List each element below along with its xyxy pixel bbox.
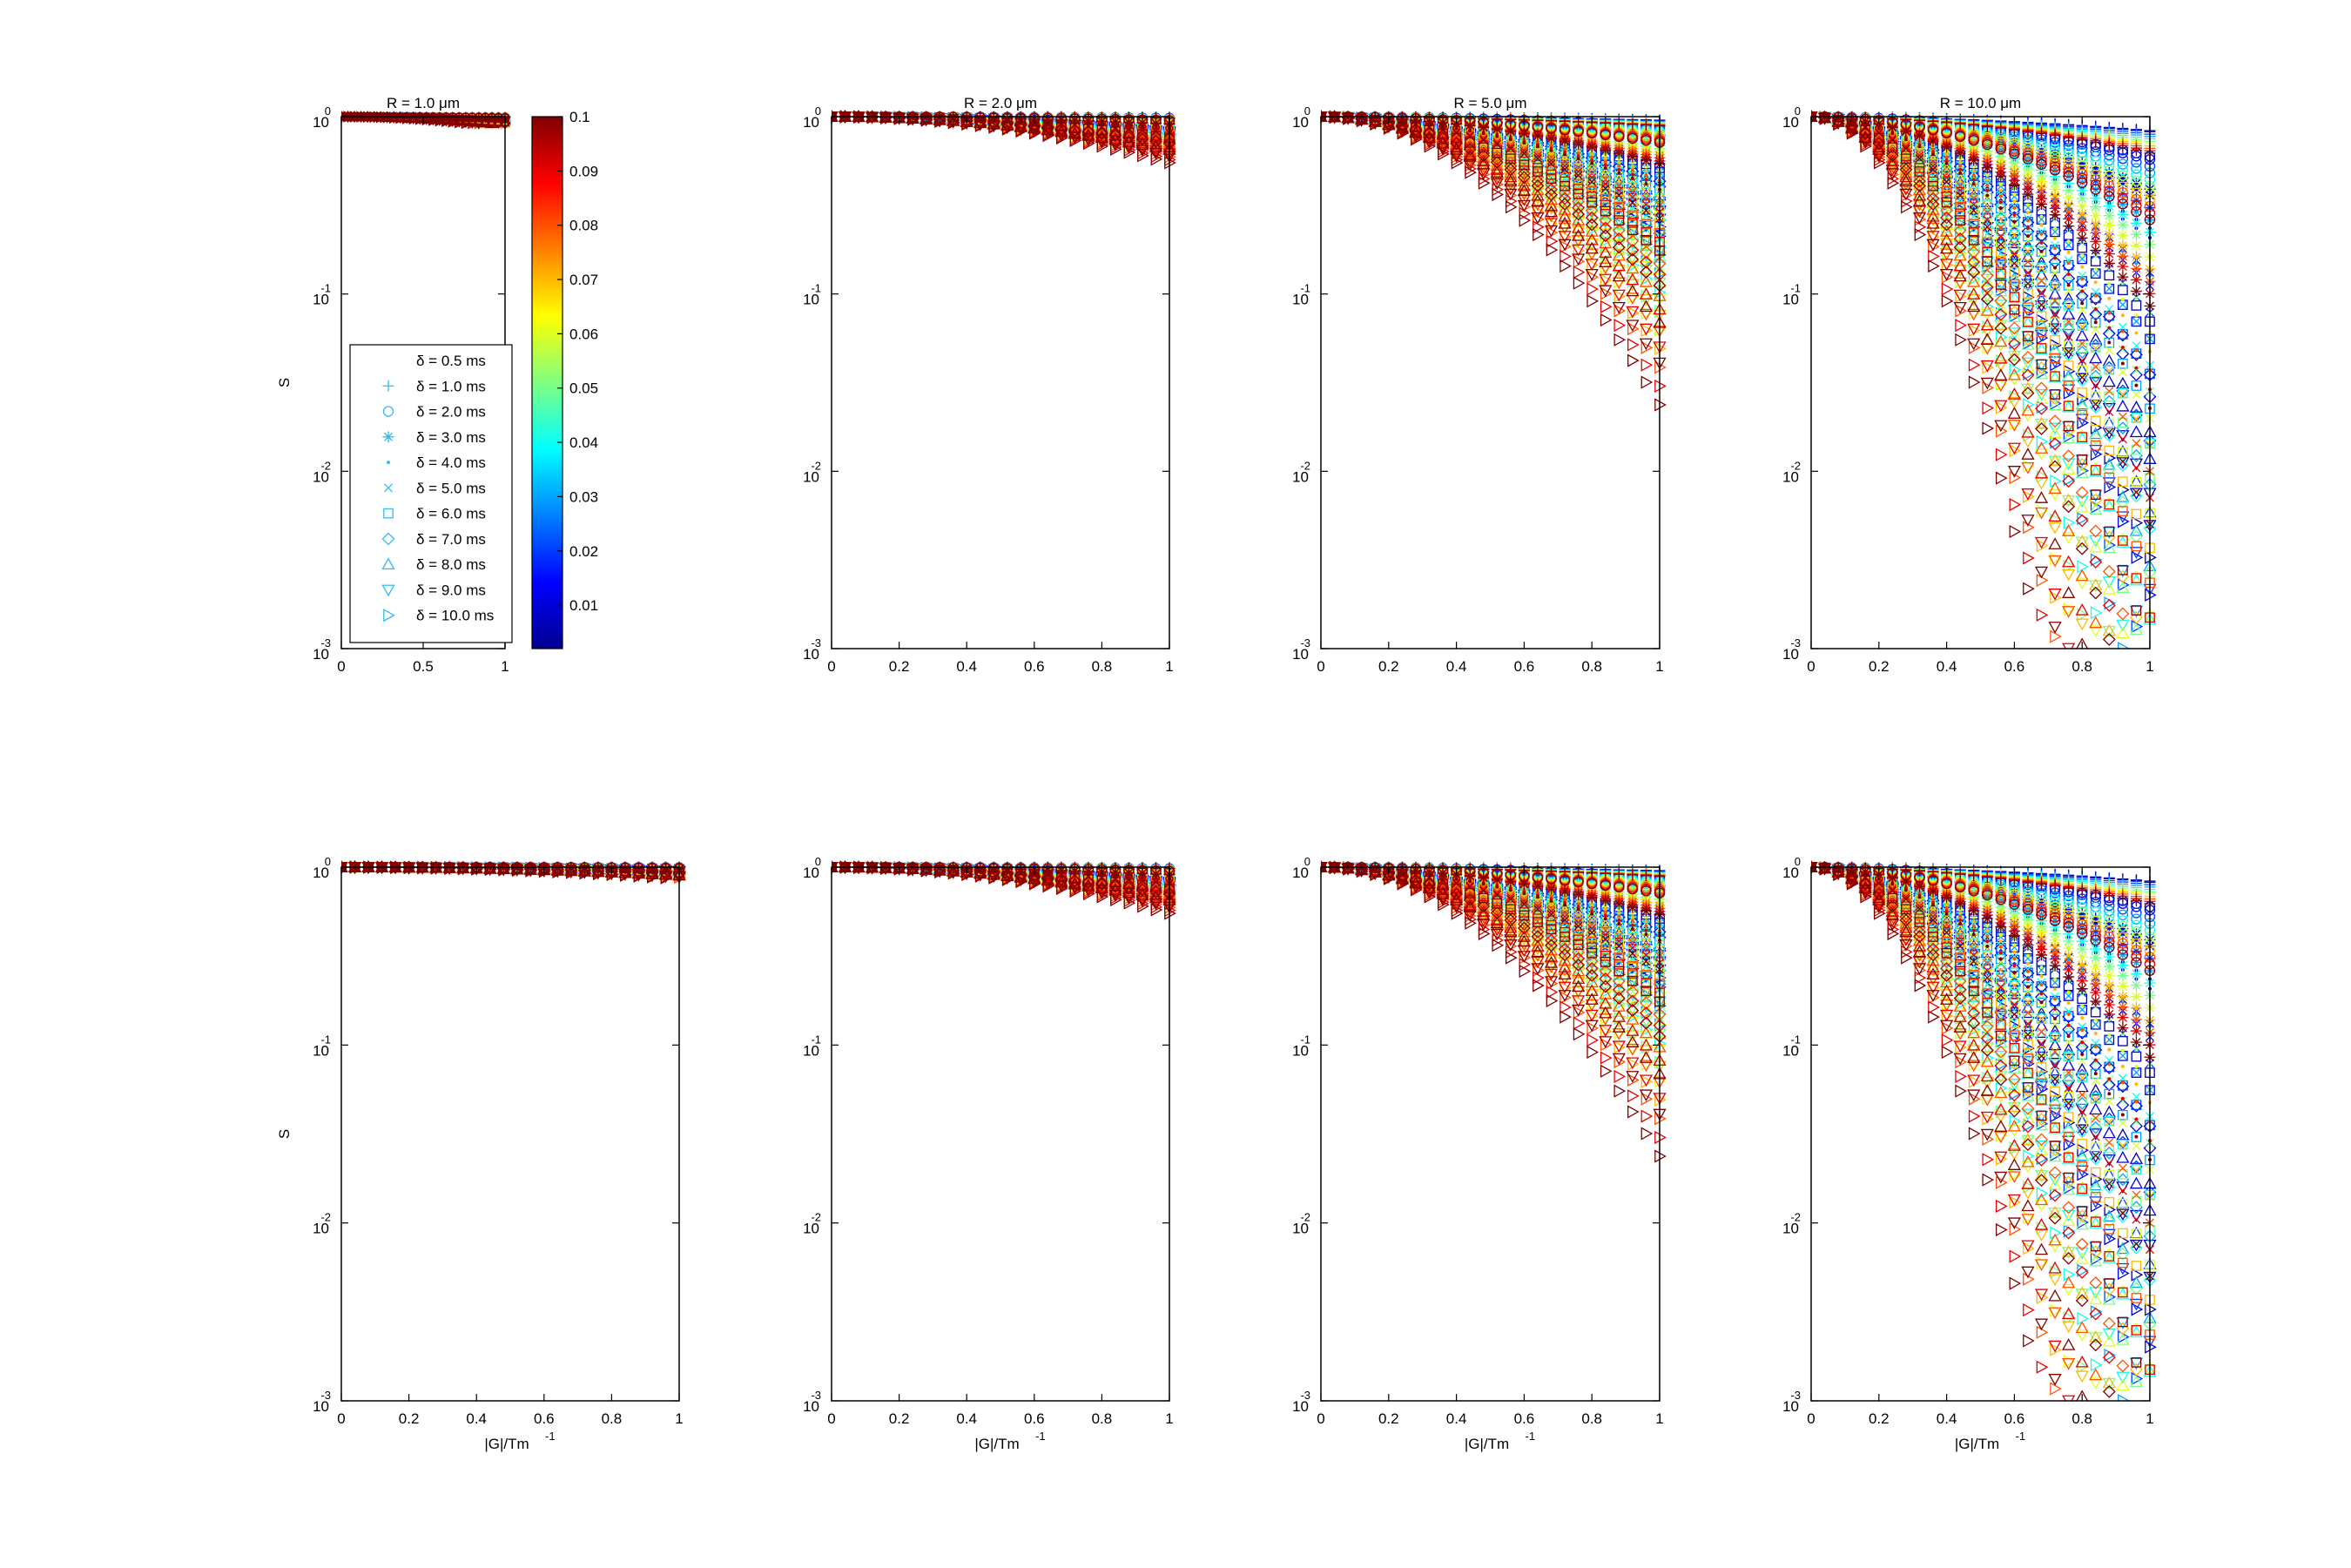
y-tick-label: 10 [313,468,329,485]
data-point [434,115,446,127]
y-tick-label: 10 [313,114,329,131]
data-point [1068,121,1081,135]
x-tick-label: 0 [337,658,345,675]
data-point [486,118,498,129]
y-tick-label: 10 [313,292,329,308]
data-point [441,115,453,128]
data-point [479,117,492,128]
data-point [461,118,472,130]
data-point [448,116,459,128]
data-point [376,111,387,124]
data-point [395,112,407,124]
x-tick-label: 0.5 [413,658,434,675]
x-tick-label: 1 [501,658,509,675]
data-point [421,113,433,126]
y-axis-label: S [276,378,293,387]
data-point [428,114,440,126]
data-point [473,118,485,130]
data-markers [832,110,1176,170]
data-point [473,116,485,127]
y-tick-label: 10 [313,646,329,663]
y-tick-exponent: 0 [325,104,331,118]
data-point [382,111,394,124]
data-point [455,117,466,129]
y-tick-exponent: -1 [320,282,331,295]
panel-title: R = 1.0 μm [387,95,460,111]
y-tick-exponent: -3 [320,636,331,649]
y-tick-exponent: -2 [320,459,331,472]
data-point [389,111,400,124]
